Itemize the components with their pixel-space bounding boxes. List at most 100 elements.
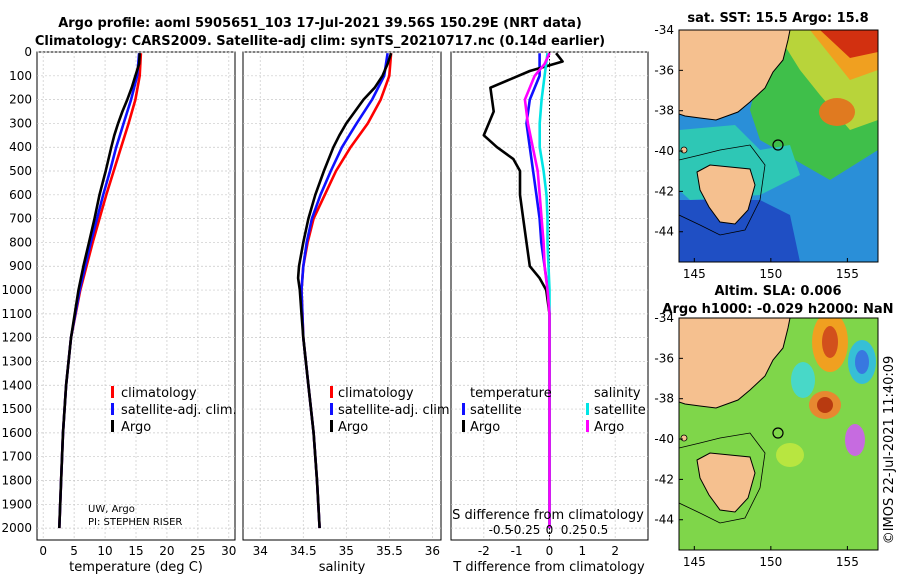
sst-shelf-contour <box>679 144 766 236</box>
credit-pi: PI: STEPHEN RISER <box>88 517 182 528</box>
map-lon-label: 155 <box>836 555 859 569</box>
map-lat-label: -38 <box>654 392 674 406</box>
t-difference-xlabel: T difference from climatology <box>452 560 645 575</box>
depth-tick-label: 200 <box>9 93 32 107</box>
depth-tick-label: 1000 <box>1 283 32 297</box>
legend-t-satellite: satellite <box>470 403 522 418</box>
depth-tick-label: 1500 <box>1 402 32 416</box>
temperature-xlabel: temperature (deg C) <box>69 560 203 575</box>
s-diff-tick-label: -0.25 <box>509 523 540 537</box>
sst-tasmania <box>696 164 756 225</box>
sst-map-frame <box>678 29 879 263</box>
map-lon-label: 145 <box>683 555 706 569</box>
depth-tick-label: 1400 <box>1 378 32 392</box>
sst-warm-eddy <box>819 98 855 126</box>
imos-credit: ©IMOS 22-Jul-2021 11:40:09 <box>882 356 897 545</box>
legend-climatology: climatology <box>121 386 197 401</box>
sst-field <box>679 30 878 262</box>
sla-map-ticks: 145 150 155 -34 -36 -38 -40 -42 -44 <box>654 311 858 569</box>
legend-satellite: satellite-adj. clim. <box>121 403 237 418</box>
depth-tick-label: 100 <box>9 69 32 83</box>
x-tick-label: 0 <box>39 544 47 558</box>
temperature-tick-labels: 0 5 10 15 20 25 30 <box>39 544 236 558</box>
x-tick-label: 20 <box>159 544 174 558</box>
sla-map: Altim. SLA: 0.006 Argo h1000: -0.029 h20… <box>654 284 893 569</box>
sla-field <box>679 318 878 550</box>
credit-institution: UW, Argo <box>88 504 135 515</box>
sst-argo-marker <box>772 139 784 151</box>
map-lat-label: -40 <box>654 144 674 158</box>
legend-swatch-satellite <box>111 403 114 415</box>
x-tick-label: 30 <box>221 544 236 558</box>
depth-tick-label: 2000 <box>1 521 32 535</box>
salinity-tick-labels: 34 34.5 35 35.5 36 <box>253 544 440 558</box>
sst-map-ticks: 145 150 155 -34 -36 -38 -40 -42 -44 <box>654 23 858 281</box>
legend-s-satellite: satellite <box>594 403 646 418</box>
map-lat-label: -38 <box>654 104 674 118</box>
x-tick-label: 1 <box>579 544 587 558</box>
legend-argo: Argo <box>338 420 368 435</box>
depth-tick-label: 0 <box>24 45 32 59</box>
legend-satellite: satellite-adj. clim. <box>338 403 454 418</box>
map-lon-label: 155 <box>836 267 859 281</box>
sla-mainland <box>679 318 791 409</box>
map-lat-label: -40 <box>654 432 674 446</box>
sla-low-eddy-1-core <box>855 350 869 374</box>
map-lat-label: -34 <box>654 311 674 325</box>
x-tick-label: 34 <box>253 544 268 558</box>
sla-shelf-contour <box>679 432 766 524</box>
legend-swatch-satellite <box>330 403 333 415</box>
sst-mainland <box>679 30 791 121</box>
x-tick-label: 0 <box>546 544 554 558</box>
depth-tick-label: 500 <box>9 164 32 178</box>
s-diff-tick-label: -0.5 <box>489 523 512 537</box>
difference-legend: temperature satellite Argo salinity sate… <box>462 386 646 435</box>
temperature-series <box>58 53 143 529</box>
temperature-legend: climatology satellite-adj. clim. Argo <box>111 386 237 435</box>
depth-tick-label: 1200 <box>1 331 32 345</box>
map-lat-label: -44 <box>654 225 674 239</box>
sst-king-island <box>680 146 688 154</box>
temperature-panel: 0100200300400500600700800900100011001200… <box>1 45 236 575</box>
s-diff-tick-label: 0.5 <box>589 523 608 537</box>
sla-map-frame <box>678 317 879 551</box>
legend-swatch-t-argo <box>462 420 465 432</box>
difference-tick-labels: -2 -1 0 1 2 <box>478 544 619 558</box>
sla-king-island <box>680 434 688 442</box>
depth-tick-label: 1900 <box>1 497 32 511</box>
difference-series <box>482 52 564 529</box>
map-lon-label: 150 <box>759 555 782 569</box>
series-line-s-argo <box>523 52 551 529</box>
x-tick-label: 10 <box>97 544 112 558</box>
x-tick-label: -2 <box>478 544 490 558</box>
sla-high-eddy-1-core <box>822 326 838 358</box>
depth-tick-label: 700 <box>9 212 32 226</box>
sla-high-eddy-2-core <box>817 397 833 413</box>
legend-swatch-s-argo <box>586 420 589 432</box>
legend-climatology: climatology <box>338 386 414 401</box>
depth-tick-label: 900 <box>9 259 32 273</box>
legend-argo: Argo <box>121 420 151 435</box>
map-lat-label: -42 <box>654 472 674 486</box>
legend-swatch-s-satellite <box>586 403 589 415</box>
s-diff-tick-label: 0 <box>546 523 554 537</box>
depth-tick-label: 1600 <box>1 426 32 440</box>
map-lat-label: -34 <box>654 23 674 37</box>
sla-map-title-1: Altim. SLA: 0.006 <box>715 284 842 299</box>
map-lon-label: 150 <box>759 267 782 281</box>
sst-map-title: sat. SST: 15.5 Argo: 15.8 <box>687 11 868 26</box>
sla-low-eddy-3 <box>845 424 865 456</box>
legend-swatch-argo <box>111 420 114 432</box>
legend-temperature-title: temperature <box>470 386 552 401</box>
x-tick-label: 25 <box>190 544 205 558</box>
salinity-axes <box>242 51 442 541</box>
depth-tick-label: 1700 <box>1 450 32 464</box>
salinity-xlabel: salinity <box>319 560 366 575</box>
legend-swatch-argo <box>330 420 333 432</box>
legend-swatch-climatology <box>330 386 333 398</box>
series-line-argo <box>58 53 141 529</box>
sla-map-title-2: Argo h1000: -0.029 h2000: NaN <box>662 302 893 317</box>
s-diff-tick-label: 0.25 <box>561 523 588 537</box>
figure-title-2: Climatology: CARS2009. Satellite-adj cli… <box>35 34 605 49</box>
